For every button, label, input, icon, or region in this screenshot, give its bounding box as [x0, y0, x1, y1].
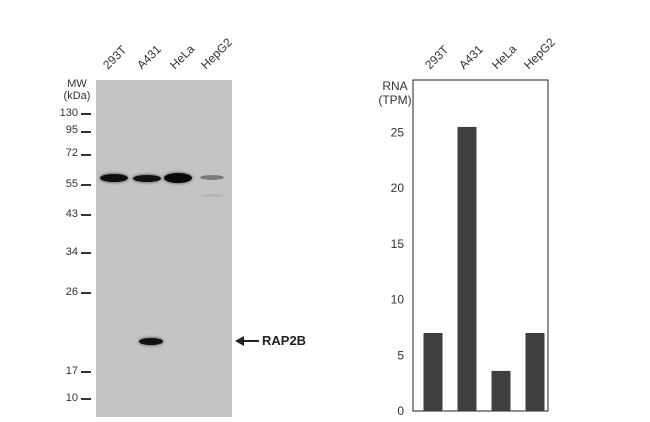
y-tick-label-25: 25	[391, 126, 405, 140]
mw-title-line1: MW	[67, 78, 87, 90]
band-hepg2-55kda	[200, 175, 224, 180]
chart-plot-frame	[412, 79, 549, 412]
mw-tick-17	[81, 371, 91, 373]
arrow-shaft	[243, 340, 259, 342]
bar-hela	[491, 370, 511, 411]
mw-marker-130: 130	[59, 107, 78, 119]
mw-marker-17: 17	[65, 365, 78, 377]
target-protein-label: RAP2B	[262, 333, 307, 348]
mw-tick-26	[81, 292, 91, 294]
y-tick-label-10: 10	[391, 293, 405, 307]
y-tick-label-5: 5	[397, 348, 404, 362]
mw-marker-95: 95	[65, 124, 78, 136]
rna-axis-title-line1: RNA	[382, 79, 408, 93]
mw-marker-72: 72	[65, 147, 78, 159]
band-a431-rap2b	[139, 338, 163, 345]
mw-marker-34: 34	[65, 246, 78, 258]
mw-tick-55	[81, 184, 91, 186]
mw-tick-10	[81, 398, 91, 400]
bar-293t	[423, 333, 443, 411]
band-hela-55kda	[164, 173, 192, 183]
mw-title: MW (kDa)	[62, 78, 92, 102]
y-tick-label-15: 15	[391, 237, 405, 251]
rna-axis-title-line2: (TPM)	[378, 93, 412, 107]
y-tick-label-20: 20	[391, 181, 405, 195]
mw-marker-55: 55	[65, 178, 78, 190]
mw-tick-34	[81, 252, 91, 254]
mw-tick-72	[81, 154, 91, 156]
arrow-icon	[235, 336, 244, 346]
bars-group	[423, 126, 545, 412]
bar-hepg2	[525, 333, 545, 411]
bar-a431	[457, 126, 477, 412]
mw-marker-43: 43	[65, 208, 78, 220]
blot-membrane	[96, 80, 232, 417]
mw-marker-26: 26	[65, 286, 78, 298]
y-axis-ticks: 0 5 10 15 20 25	[391, 126, 405, 419]
mw-tick-95	[81, 131, 91, 133]
mw-title-line2: (kDa)	[63, 90, 91, 102]
band-293t-55kda	[100, 174, 128, 182]
y-tick-label-0: 0	[397, 404, 404, 418]
band-a431-55kda	[133, 175, 161, 182]
rna-axis-title: RNA (TPM)	[374, 79, 416, 107]
mw-marker-10: 10	[65, 392, 78, 404]
mw-tick-130	[81, 113, 91, 115]
band-hepg2-faint	[202, 194, 224, 197]
mw-tick-43	[81, 214, 91, 216]
